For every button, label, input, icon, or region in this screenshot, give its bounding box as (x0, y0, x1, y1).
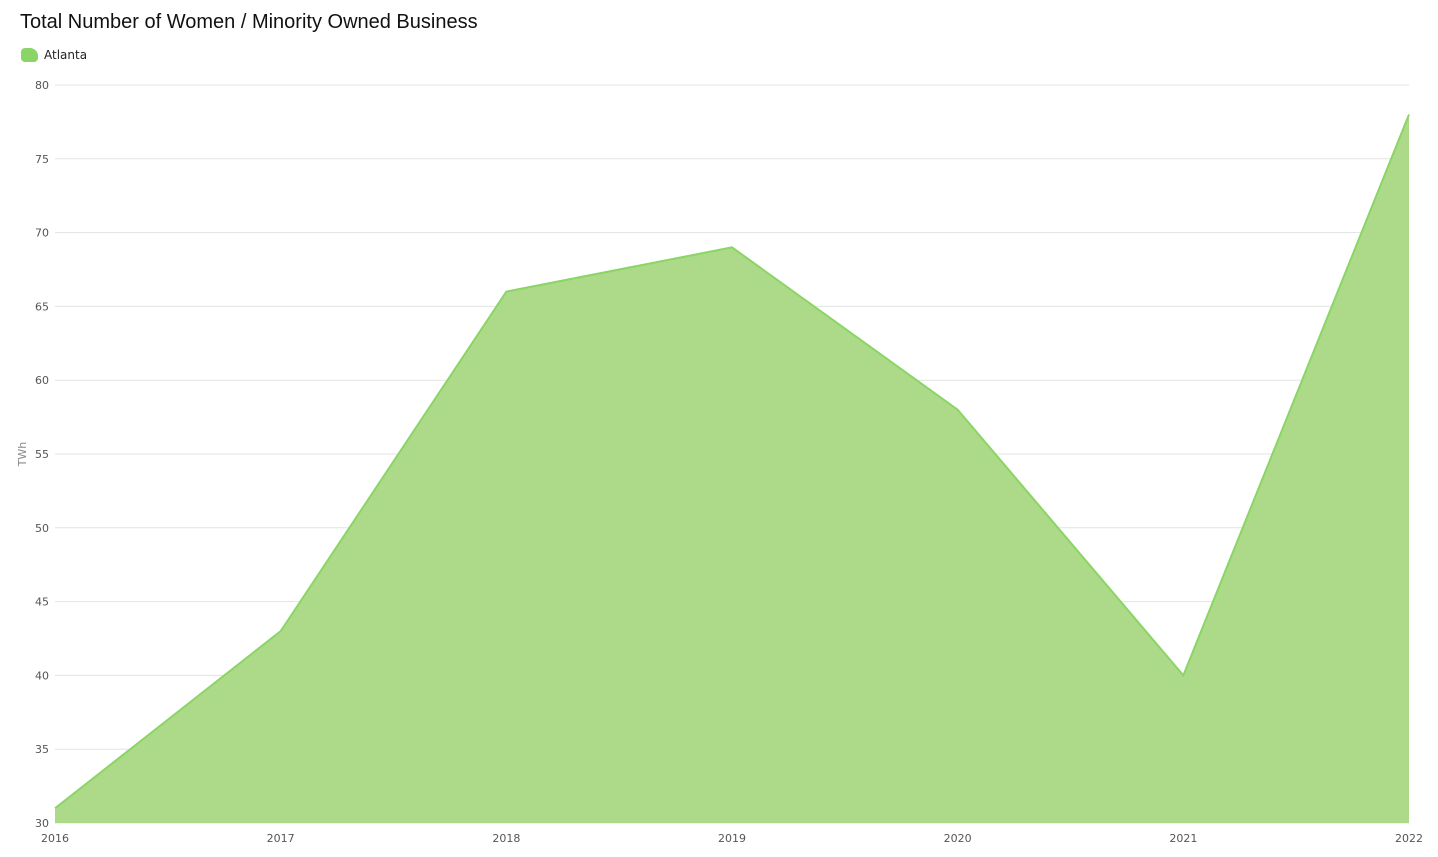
legend[interactable]: Atlanta (21, 48, 87, 62)
x-tick-label: 2022 (1395, 832, 1423, 845)
y-tick-label: 65 (35, 300, 49, 313)
x-tick-label: 2021 (1169, 832, 1197, 845)
x-tick-label: 2016 (41, 832, 69, 845)
y-tick-label: 70 (35, 227, 49, 240)
series-area-atlanta[interactable] (55, 114, 1409, 823)
y-tick-label: 75 (35, 153, 49, 166)
series-area-layer (54, 114, 1410, 823)
x-tick-label: 2017 (267, 832, 295, 845)
legend-label-atlanta[interactable]: Atlanta (44, 48, 88, 62)
y-axis-ticks: 30 35 40 45 50 55 60 65 70 75 80 (35, 79, 49, 830)
x-tick-label: 2018 (492, 832, 520, 845)
x-tick-label: 2019 (718, 832, 746, 845)
y-tick-label: 40 (35, 669, 49, 682)
y-tick-label: 50 (35, 522, 49, 535)
y-axis-title: TWh (16, 442, 29, 468)
x-axis-ticks: 2016 2017 2018 2019 2020 2021 2022 (41, 832, 1423, 845)
y-tick-label: 60 (35, 374, 49, 387)
x-tick-label: 2020 (944, 832, 972, 845)
y-tick-label: 80 (35, 79, 49, 92)
legend-swatch-atlanta[interactable] (21, 48, 38, 62)
y-tick-label: 55 (35, 448, 49, 461)
y-tick-label: 45 (35, 596, 49, 609)
y-tick-label: 35 (35, 743, 49, 756)
chart-title: Total Number of Women / Minority Owned B… (20, 11, 478, 33)
y-tick-label: 30 (35, 817, 49, 830)
